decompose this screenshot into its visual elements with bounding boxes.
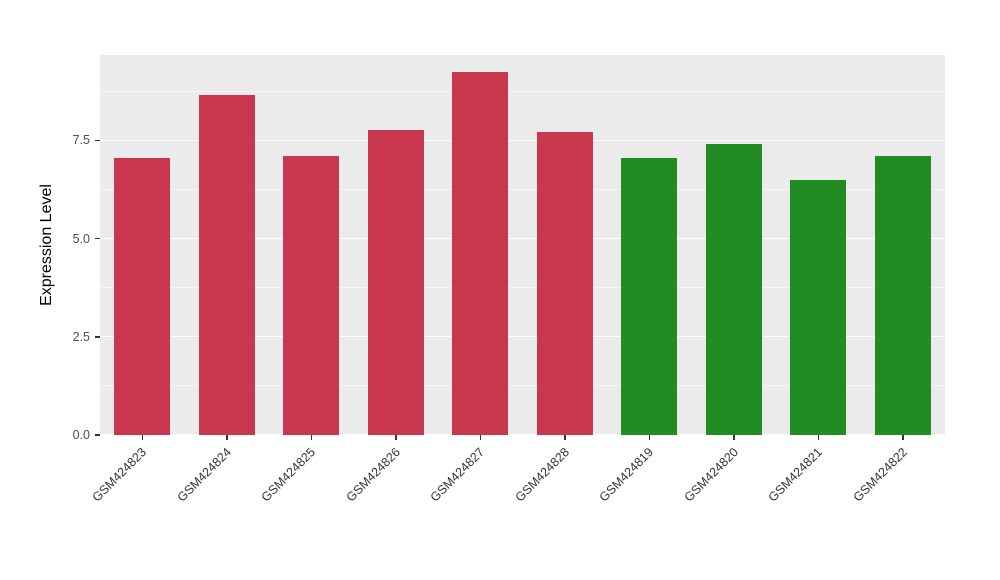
plot-panel (100, 55, 945, 436)
x-tick-label: GSM424821 (765, 445, 826, 505)
x-tick-label: GSM424822 (850, 445, 910, 505)
x-tick-mark (902, 435, 904, 440)
bar-GSM424822 (874, 156, 931, 435)
y-tick-mark (95, 434, 100, 436)
bar-GSM424823 (114, 157, 171, 435)
bar-GSM424827 (452, 71, 509, 435)
x-tick-label: GSM424827 (427, 445, 488, 505)
x-tick-mark (817, 435, 819, 440)
x-tick-mark (479, 435, 481, 440)
y-tick-label: 0.0 (72, 428, 90, 442)
y-tick-mark (95, 336, 100, 338)
bar-GSM424819 (621, 157, 678, 435)
gridline-minor (100, 90, 945, 92)
y-tick-mark (95, 237, 100, 240)
x-tick-mark (564, 435, 566, 440)
x-tick-label: GSM424824 (174, 445, 234, 505)
x-tick-mark (226, 435, 228, 440)
x-tick-mark (395, 435, 397, 440)
x-tick-label: GSM424828 (512, 445, 572, 505)
y-tick-label: 7.5 (72, 133, 90, 148)
x-tick-mark (733, 435, 735, 440)
x-tick-label: GSM424820 (681, 445, 741, 505)
x-tick-mark (310, 435, 312, 440)
x-tick-label: GSM424823 (89, 445, 150, 505)
gridline-major (100, 139, 945, 141)
x-tick-mark (648, 435, 650, 440)
gridline-major (100, 434, 945, 436)
gridline-minor (100, 385, 945, 387)
bar-GSM424820 (705, 144, 762, 435)
bar-GSM424828 (536, 132, 593, 435)
x-tick-label: GSM424826 (343, 445, 403, 505)
gridline-major (100, 336, 945, 338)
y-tick-mark (95, 139, 100, 142)
gridline-minor (100, 287, 945, 289)
bar-GSM424825 (283, 156, 340, 435)
x-tick-mark (141, 435, 143, 440)
gridline-major (100, 237, 945, 240)
bar-GSM424821 (790, 179, 847, 435)
bar-GSM424824 (198, 95, 255, 435)
x-tick-label: GSM424819 (596, 445, 657, 505)
y-tick-label: 5.0 (72, 231, 90, 246)
gridline-minor (100, 188, 945, 190)
y-tick-label: 2.5 (72, 329, 90, 344)
bar-GSM424826 (367, 130, 424, 435)
x-tick-label: GSM424825 (258, 445, 319, 505)
